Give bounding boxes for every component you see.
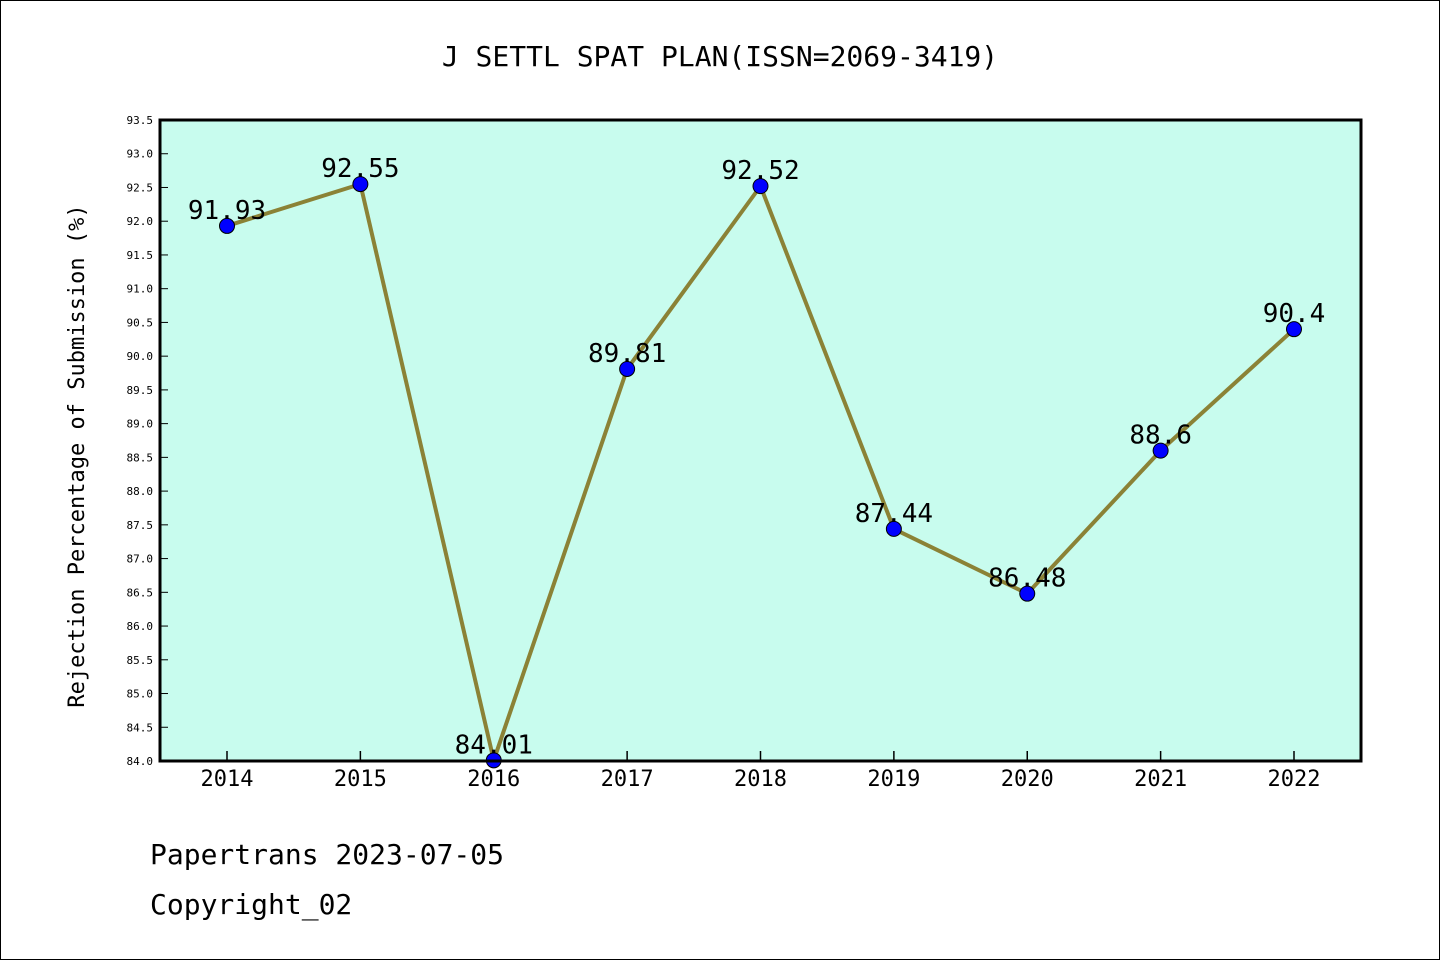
y-axis-label: Rejection Percentage of Submission (%) — [65, 204, 90, 707]
data-points — [219, 176, 1302, 769]
y-tick-label: 91.5 — [127, 249, 154, 262]
footer-copyright: Copyright_02 — [150, 888, 352, 922]
data-label: 89.81 — [588, 339, 666, 369]
data-point — [1286, 321, 1302, 338]
x-tick-label: 2021 — [1134, 767, 1187, 792]
y-tick-label: 91.0 — [127, 283, 154, 296]
y-tick-label: 85.5 — [127, 654, 154, 667]
y-tick-label: 88.0 — [127, 485, 154, 498]
y-tick-label: 89.5 — [127, 384, 154, 397]
y-tick-label: 93.0 — [127, 148, 154, 161]
x-tick-label: 2017 — [601, 767, 654, 792]
data-label: 90.4 — [1263, 299, 1326, 329]
chart-title: J SETTL SPAT PLAN(ISSN=2069-3419) — [442, 40, 998, 73]
y-tick-label: 84.0 — [127, 755, 154, 768]
data-label: 87.44 — [855, 499, 933, 529]
data-point — [1152, 442, 1169, 459]
x-axis-ticks: 2014 2015 2016 2017 2018 2019 2020 2021 2022 — [201, 751, 1321, 792]
y-tick-label: 87.0 — [127, 553, 154, 566]
y-tick-label: 89.0 — [127, 418, 154, 431]
plot-area — [160, 120, 1361, 761]
x-tick-label: 2018 — [734, 767, 787, 792]
data-label: 92.52 — [721, 156, 799, 186]
y-tick-label: 90.5 — [127, 316, 154, 329]
data-label: 86.48 — [988, 564, 1066, 594]
data-label: 84.01 — [455, 730, 533, 760]
y-tick-label: 86.0 — [127, 620, 154, 633]
footer-date: Papertrans 2023-07-05 — [150, 838, 504, 871]
data-labels: 91.93 92.55 84.01 89.81 92.52 87.44 86.48 88.6 9… — [188, 154, 1325, 760]
data-point — [619, 360, 636, 377]
y-tick-label: 92.0 — [127, 215, 154, 228]
x-tick-label: 2014 — [201, 767, 254, 792]
x-tick-label: 2022 — [1268, 767, 1321, 792]
y-tick-label: 93.5 — [127, 114, 154, 127]
data-point — [1019, 585, 1036, 602]
x-tick-label: 2016 — [467, 767, 520, 792]
data-point — [352, 176, 369, 193]
y-axis-ticks: 84.0 84.5 85.0 85.5 86.0 86.5 87.0 87.5 88.0 88.5… — [127, 114, 168, 768]
data-point — [219, 217, 235, 234]
data-point — [752, 178, 769, 195]
y-tick-label: 86.5 — [127, 586, 154, 599]
data-point — [885, 520, 902, 537]
y-tick-label: 88.5 — [127, 451, 154, 464]
y-tick-label: 92.5 — [127, 181, 154, 194]
x-tick-label: 2015 — [334, 767, 387, 792]
data-label: 92.55 — [321, 154, 399, 184]
x-tick-label: 2020 — [1001, 767, 1054, 792]
data-label: 88.6 — [1129, 421, 1192, 451]
y-tick-label: 85.0 — [127, 688, 154, 701]
y-tick-label: 84.5 — [127, 721, 154, 734]
y-tick-label: 90.0 — [127, 350, 154, 363]
x-tick-label: 2019 — [867, 767, 920, 792]
y-tick-label: 87.5 — [127, 519, 154, 532]
data-label: 91.93 — [188, 196, 266, 226]
plot-border — [158, 118, 1363, 763]
